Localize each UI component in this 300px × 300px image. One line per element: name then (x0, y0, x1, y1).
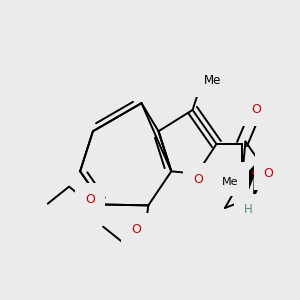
Text: Me: Me (264, 162, 281, 172)
Text: O: O (252, 103, 261, 116)
Text: Me: Me (222, 177, 238, 188)
Polygon shape (253, 161, 266, 174)
Text: O: O (131, 223, 141, 236)
Text: O: O (85, 193, 95, 206)
Text: H: H (244, 203, 252, 216)
Polygon shape (254, 166, 267, 197)
Text: Me: Me (204, 74, 221, 87)
Text: O: O (194, 173, 203, 186)
Polygon shape (236, 161, 259, 192)
Text: N: N (230, 172, 239, 184)
Text: O: O (263, 167, 273, 180)
